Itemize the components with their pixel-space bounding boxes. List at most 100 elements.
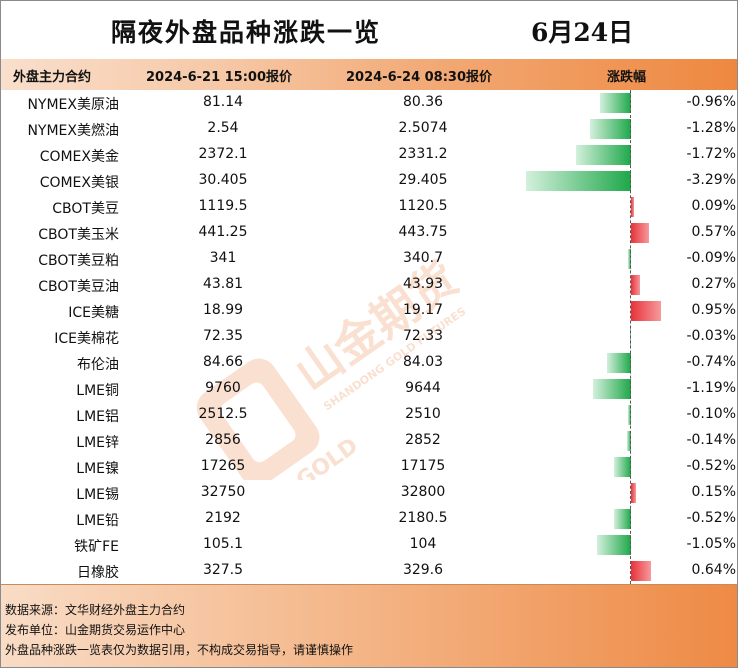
change-bar	[597, 535, 631, 555]
footer-disclaimer: 外盘品种涨跌一览表仅为数据引用，不构成交易指导，请谨慎操作	[5, 643, 354, 657]
price-0621: 17265	[200, 458, 246, 474]
price-0621: 32750	[200, 484, 246, 500]
price-0621: 84.66	[202, 354, 244, 370]
change-label: 0.64%	[691, 562, 736, 578]
price-0624: 2331.2	[398, 146, 448, 162]
contract-name: 布伦油	[77, 357, 119, 373]
contract-name: LME铝	[76, 409, 119, 425]
table-row: 铁矿FE 105.1 104 -1.05%	[1, 532, 737, 558]
table-row: CBOT美玉米 441.25 443.75 0.57%	[1, 220, 737, 246]
change-label: -0.09%	[686, 250, 736, 266]
change-bar	[607, 353, 631, 373]
contract-name: 日橡胶	[77, 565, 119, 581]
contract-name: CBOT美玉米	[38, 227, 119, 243]
price-0624: 2.5074	[398, 120, 448, 136]
change-bar	[614, 509, 631, 529]
header-price-0624: 2024-6-24 08:30报价	[346, 70, 493, 85]
change-label: -0.52%	[686, 510, 736, 526]
price-0624: 443.75	[398, 224, 448, 240]
change-label: -0.96%	[686, 94, 736, 110]
contract-name: LME镍	[76, 461, 119, 477]
price-0624: 9644	[405, 380, 441, 396]
price-0621: 2372.1	[198, 146, 248, 162]
change-label: 0.15%	[691, 484, 736, 500]
price-0621: 43.81	[202, 276, 244, 292]
change-bar	[626, 431, 631, 451]
price-0621: 105.1	[202, 536, 244, 552]
price-0621: 2512.5	[198, 406, 248, 422]
price-0624: 340.7	[402, 250, 444, 266]
change-bar	[631, 197, 634, 217]
change-bar	[600, 93, 631, 113]
table-row: NYMEX美原油 81.14 80.36 -0.96%	[1, 90, 737, 116]
price-0624: 84.03	[402, 354, 444, 370]
contract-name: NYMEX美燃油	[27, 123, 119, 139]
table-row: NYMEX美燃油 2.54 2.5074 -1.28%	[1, 116, 737, 142]
change-label: -0.52%	[686, 458, 736, 474]
change-bar	[627, 405, 631, 425]
price-0624: 104	[409, 536, 437, 552]
price-0621: 327.5	[202, 562, 244, 578]
change-label: -1.05%	[686, 536, 736, 552]
change-label: 0.27%	[691, 276, 736, 292]
title-bar: 隔夜外盘品种涨跌一览 6月24日	[1, 1, 737, 59]
table-row: CBOT美豆 1119.5 1120.5 0.09%	[1, 194, 737, 220]
table-row: ICE美糖 18.99 19.17 0.95%	[1, 298, 737, 324]
price-0624: 72.33	[402, 328, 444, 344]
change-label: -0.14%	[686, 432, 736, 448]
price-0621: 2.54	[207, 120, 239, 136]
change-label: -1.19%	[686, 380, 736, 396]
price-0624: 329.6	[402, 562, 444, 578]
change-bar	[525, 171, 631, 191]
change-bar	[631, 275, 640, 295]
table-row: LME镍 17265 17175 -0.52%	[1, 454, 737, 480]
price-0624: 80.36	[402, 94, 444, 110]
page-title: 隔夜外盘品种涨跌一览	[111, 18, 382, 47]
contract-name: COMEX美金	[39, 149, 119, 165]
change-label: -0.74%	[686, 354, 736, 370]
price-0624: 29.405	[398, 172, 448, 188]
price-0624: 2510	[405, 406, 441, 422]
change-label: 0.09%	[691, 198, 736, 214]
contract-name: CBOT美豆粕	[38, 253, 119, 269]
table-header: 外盘主力合约 2024-6-21 15:00报价 2024-6-24 08:30…	[1, 59, 737, 90]
change-label: -1.72%	[686, 146, 736, 162]
contract-name: ICE美糖	[68, 305, 119, 321]
price-0624: 43.93	[402, 276, 444, 292]
table-row: COMEX美金 2372.1 2331.2 -1.72%	[1, 142, 737, 168]
price-0624: 2180.5	[398, 510, 448, 526]
change-bar	[631, 561, 652, 581]
contract-name: COMEX美银	[39, 175, 119, 191]
price-0621: 341	[209, 250, 237, 266]
contract-name: CBOT美豆	[52, 201, 119, 217]
table-row: CBOT美豆油 43.81 43.93 0.27%	[1, 272, 737, 298]
change-bar	[628, 249, 631, 269]
footer: 数据来源：文华财经外盘主力合约 发布单位：山金期货交易运作中心 外盘品种涨跌一览…	[1, 584, 737, 667]
change-label: 0.57%	[691, 224, 736, 240]
table-row: CBOT美豆粕 341 340.7 -0.09%	[1, 246, 737, 272]
contract-name: LME铜	[76, 383, 119, 399]
table-row: 日橡胶 327.5 329.6 0.64%	[1, 558, 737, 584]
price-0621: 1119.5	[198, 198, 248, 214]
table-row: LME锌 2856 2852 -0.14%	[1, 428, 737, 454]
price-0621: 441.25	[198, 224, 248, 240]
table-row: 布伦油 84.66 84.03 -0.74%	[1, 350, 737, 376]
price-0621: 72.35	[202, 328, 244, 344]
price-0624: 2852	[405, 432, 441, 448]
table-row: LME锡 32750 32800 0.15%	[1, 480, 737, 506]
header-contract: 外盘主力合约	[13, 70, 92, 85]
price-0624: 19.17	[402, 302, 444, 318]
change-bar	[592, 379, 631, 399]
contract-name: LME铅	[76, 513, 119, 529]
table-row: ICE美棉花 72.35 72.33 -0.03%	[1, 324, 737, 350]
change-bar	[614, 457, 631, 477]
contract-name: CBOT美豆油	[38, 279, 119, 295]
zero-axis-line	[630, 90, 631, 584]
price-0621: 30.405	[198, 172, 248, 188]
price-0624: 1120.5	[398, 198, 448, 214]
price-0624: 32800	[400, 484, 446, 500]
contract-name: NYMEX美原油	[27, 97, 119, 113]
price-0621: 18.99	[202, 302, 244, 318]
header-price-0621: 2024-6-21 15:00报价	[146, 70, 293, 85]
price-0621: 9760	[205, 380, 241, 396]
